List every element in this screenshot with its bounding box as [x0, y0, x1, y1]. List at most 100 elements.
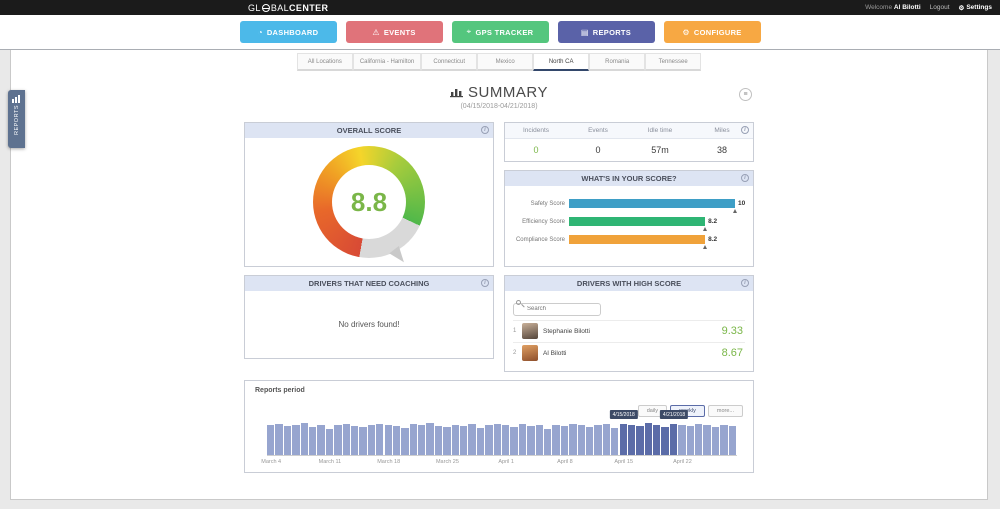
timeline-bar[interactable]: [325, 429, 334, 455]
timeline-bar[interactable]: [451, 425, 460, 455]
info-icon[interactable]: i: [741, 126, 749, 134]
score-bar-track: 8.2: [569, 235, 735, 249]
info-icon[interactable]: i: [481, 279, 489, 287]
tab-california-hamilton[interactable]: California - Hamilton: [352, 53, 422, 71]
nav-events-button[interactable]: ⚠ EVENTS: [345, 21, 443, 43]
timeline-bar[interactable]: [611, 428, 619, 455]
welcome-text: Welcome Al Bilotti: [865, 4, 921, 11]
timeline-bar[interactable]: [283, 426, 292, 455]
timeline-chart[interactable]: 4/15/2018 4/21/2018: [267, 410, 737, 456]
timeline-bar[interactable]: [334, 425, 342, 455]
timeline-bar[interactable]: [376, 424, 384, 455]
driver-avatar: [522, 345, 538, 361]
timeline-bar[interactable]: [728, 426, 736, 455]
timeline-bar[interactable]: [342, 424, 350, 455]
timeline-bar[interactable]: [502, 425, 510, 455]
timeline-bar[interactable]: [476, 428, 485, 455]
timeline-bar[interactable]: [434, 426, 443, 455]
timeline-bar[interactable]: [678, 425, 686, 455]
timeline-bar[interactable]: [543, 429, 552, 455]
timeline-bar[interactable]: [669, 424, 678, 455]
nav-configure-button[interactable]: ⚙ CONFIGURE: [663, 21, 761, 43]
timeline-bar[interactable]: [627, 425, 636, 455]
wrench-icon: ⚙: [682, 27, 690, 37]
tab-all-locations[interactable]: All Locations: [296, 53, 353, 71]
timeline-bar[interactable]: [535, 425, 543, 455]
nav-dashboard-button[interactable]: ◔ DASHBOARD: [239, 21, 337, 43]
overall-score-value: 8.8: [350, 186, 388, 217]
timeline-bar[interactable]: [686, 426, 695, 455]
timeline-bar[interactable]: [392, 426, 401, 455]
timeline-bar[interactable]: [518, 424, 527, 455]
stats-value-idle-time: 57m: [651, 144, 669, 155]
timeline-bar[interactable]: [401, 428, 409, 455]
driver-row-al-bilotti[interactable]: 2 Al Bilotti 8.67: [513, 341, 745, 364]
overall-score-card: OVERALL SCORE i 8.8: [244, 122, 494, 267]
timeline-bar[interactable]: [569, 424, 577, 455]
timeline-bar[interactable]: [493, 424, 501, 455]
timeline-bar[interactable]: [308, 427, 317, 455]
timeline-bar[interactable]: [267, 425, 275, 455]
timeline-bar[interactable]: [275, 424, 283, 455]
timeline-bar[interactable]: [602, 424, 611, 455]
timeline-bar[interactable]: [418, 425, 426, 455]
username: Al Bilotti: [893, 4, 921, 11]
timeline-bar[interactable]: [585, 427, 594, 455]
timeline-bar[interactable]: [300, 423, 308, 455]
coaching-title: DRIVERS THAT NEED COACHING: [308, 279, 430, 288]
warning-icon: ⚠: [372, 27, 380, 37]
nav-label: REPORTS: [592, 27, 632, 37]
timeline-bar[interactable]: [577, 425, 585, 455]
timeline-bar[interactable]: [711, 427, 720, 455]
app-logo: GL BAL CENTER: [248, 0, 328, 15]
tab-romania[interactable]: Romania: [589, 53, 646, 71]
timeline-bar[interactable]: [661, 427, 669, 455]
nav-gps-tracker-button[interactable]: ⌖ GPS TRACKER: [451, 21, 549, 43]
widget-menu-button[interactable]: ≡: [739, 88, 752, 101]
timeline-bar[interactable]: [426, 423, 434, 455]
timeline-bar[interactable]: [695, 424, 703, 455]
settings-button[interactable]: ⚙ Settings: [959, 4, 992, 12]
timeline-bar[interactable]: [527, 426, 535, 455]
timeline-bar[interactable]: [359, 427, 367, 455]
location-tabs: All Locations California - Hamilton Connec…: [11, 50, 987, 71]
driver-search-input[interactable]: [513, 302, 601, 316]
timeline-bar[interactable]: [552, 425, 560, 455]
tab-connecticut[interactable]: Connecticut: [421, 53, 478, 71]
info-icon[interactable]: i: [741, 279, 749, 287]
driver-row-stephanie-bilotti[interactable]: 1 Stephanie Bilotti 9.33: [513, 319, 745, 342]
score-bar: [569, 217, 708, 231]
timeline-bar[interactable]: [510, 427, 518, 455]
timeline-bar[interactable]: [350, 426, 359, 455]
timeline-bar[interactable]: [653, 425, 661, 455]
timeline-bar[interactable]: [703, 425, 711, 455]
tab-mexico[interactable]: Mexico: [477, 53, 534, 71]
tab-tennessee[interactable]: Tennessee: [645, 53, 702, 71]
timeline-bar[interactable]: [367, 425, 376, 455]
period-tooltip: 4/21/2018: [659, 410, 689, 419]
timeline-bar[interactable]: [560, 426, 569, 455]
stats-value-events: 0: [595, 144, 601, 155]
period-button-more[interactable]: more...: [707, 405, 743, 417]
timeline-bar[interactable]: [460, 426, 468, 455]
nav-label: DASHBOARD: [266, 27, 319, 37]
info-icon[interactable]: i: [481, 126, 489, 134]
timeline-bar[interactable]: [619, 424, 627, 455]
timeline-bar[interactable]: [636, 426, 644, 455]
tab-north-ca[interactable]: North CA: [533, 53, 590, 71]
timeline-bar[interactable]: [644, 423, 653, 455]
nav-reports-button[interactable]: ▤ REPORTS: [557, 21, 655, 43]
timeline-bar[interactable]: [409, 424, 418, 455]
timeline-bar[interactable]: [317, 425, 325, 455]
timeline-bar[interactable]: [443, 427, 451, 455]
logout-link[interactable]: Logout: [929, 4, 950, 11]
timeline-bar[interactable]: [594, 425, 602, 455]
side-tab-reports[interactable]: REPORTS: [8, 90, 25, 148]
timeline-bar[interactable]: [384, 425, 392, 455]
timeline-bar[interactable]: [485, 425, 493, 455]
timeline-bar[interactable]: [468, 424, 476, 455]
coaching-card: DRIVERS THAT NEED COACHING i No drivers …: [244, 275, 494, 359]
timeline-bar[interactable]: [720, 425, 728, 455]
timeline-bar[interactable]: [292, 425, 300, 455]
info-icon[interactable]: i: [741, 174, 749, 182]
